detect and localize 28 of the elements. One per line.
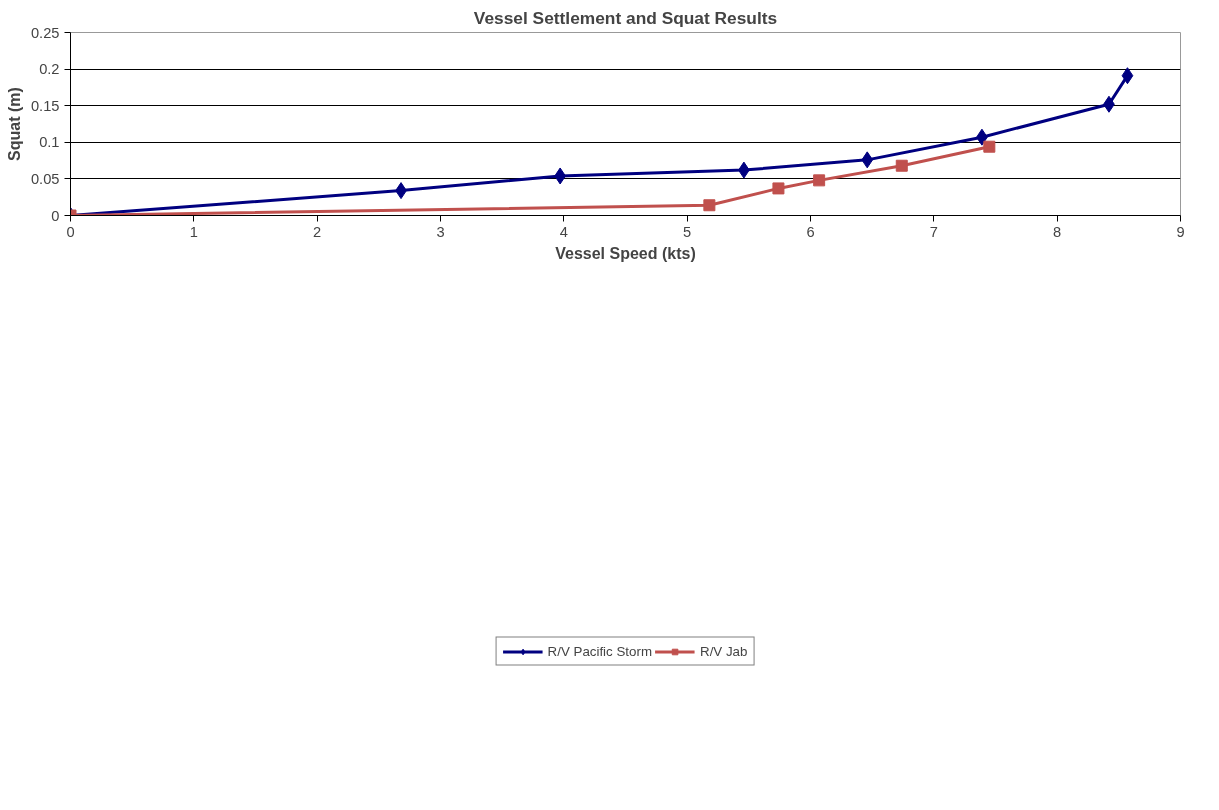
x-tick-label: 1: [189, 223, 198, 240]
y-axis-title: Squat (m): [5, 87, 23, 161]
y-tick-label: 0.1: [39, 134, 60, 151]
point: [1121, 67, 1134, 85]
y-tick-label: 0.2: [39, 61, 60, 78]
x-tick-label: 5: [683, 223, 692, 240]
chart-title: Vessel Settlement and Squat Results: [473, 7, 778, 28]
point: [813, 174, 826, 187]
legend-label: R/V Pacific Storm: [547, 643, 653, 659]
y-tick-label: 0.25: [30, 24, 60, 41]
y-tick-label: 0: [51, 207, 60, 224]
x-axis-title: Vessel Speed (kts): [555, 244, 696, 262]
y-tick-label: 0.05: [30, 170, 60, 187]
point: [983, 140, 996, 153]
x-tick-label: 8: [1053, 223, 1062, 240]
point: [772, 182, 785, 195]
x-tick-label: 4: [559, 223, 568, 240]
x-tick-label: 2: [313, 223, 322, 240]
legend-label: R/V Jab: [700, 643, 748, 659]
point: [703, 199, 716, 212]
x-tick-label: 0: [66, 223, 75, 240]
x-tick-label: 6: [806, 223, 815, 240]
x-tick-label: 9: [1176, 223, 1185, 240]
point: [861, 151, 874, 169]
x-tick-label: 3: [436, 223, 445, 240]
x-tick-label: 7: [929, 223, 938, 240]
y-tick-label: 0.15: [30, 97, 60, 114]
point: [895, 159, 908, 172]
